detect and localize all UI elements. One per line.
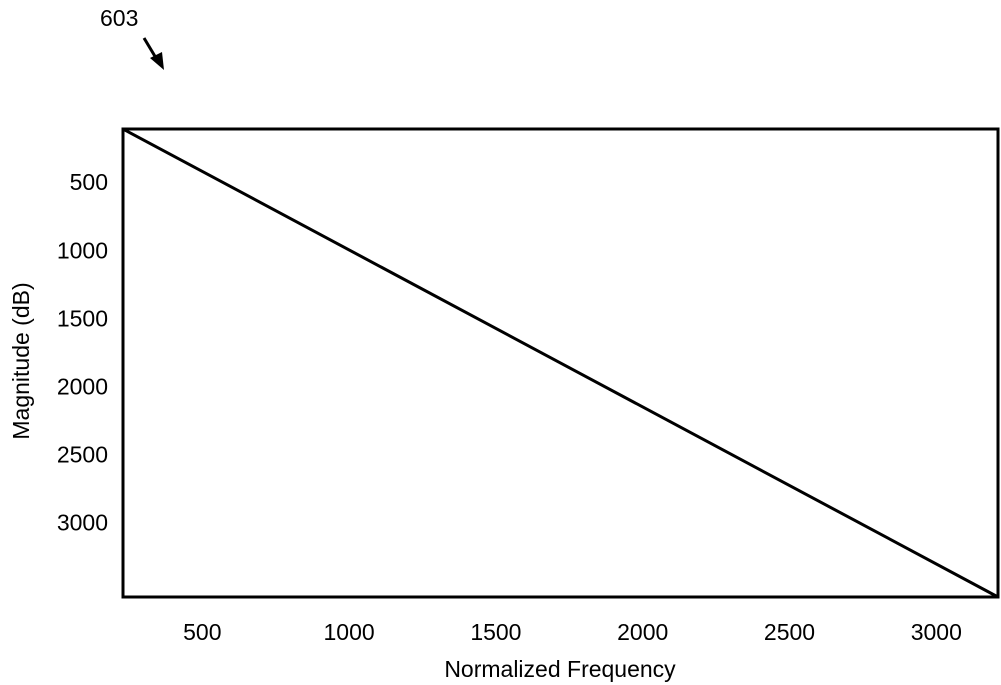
series-line-0 [122, 127, 999, 599]
x-tick-label: 2000 [617, 619, 668, 645]
y-tick-label: 1000 [57, 237, 108, 263]
y-tick-label: 500 [70, 169, 108, 195]
reference-arrow-icon [142, 37, 164, 70]
x-axis-label: Normalized Frequency [444, 656, 676, 682]
x-tick-label: 1000 [324, 619, 375, 645]
x-tick-label: 2500 [764, 619, 815, 645]
reference-numeral: 603 [100, 5, 138, 31]
plot-frame [121, 127, 1000, 599]
y-tick-labels: 500 1000 1500 2000 2500 3000 [57, 169, 108, 536]
y-tick-label: 1500 [57, 305, 108, 331]
x-tick-labels: 500 1000 1500 2000 2500 3000 [183, 619, 962, 645]
x-tick-label: 3000 [911, 619, 962, 645]
y-tick-label: 2000 [57, 374, 108, 400]
y-tick-label: 3000 [57, 510, 108, 536]
y-axis-label: Magnitude (dB) [8, 282, 34, 439]
series-group [122, 127, 999, 599]
x-tick-label: 1500 [470, 619, 521, 645]
x-tick-label: 500 [183, 619, 221, 645]
y-tick-label: 2500 [57, 442, 108, 468]
